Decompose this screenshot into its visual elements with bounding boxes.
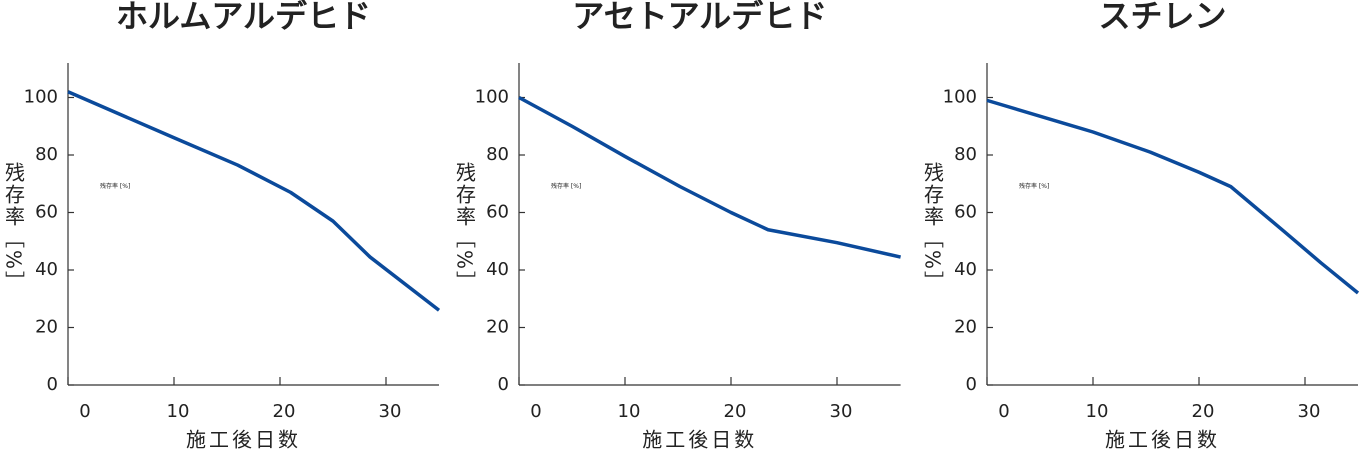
y-tick-label: 0 — [498, 374, 509, 395]
y-tick-label: 0 — [966, 374, 977, 395]
y-tick-label: 60 — [35, 202, 58, 223]
y-tick-label: 20 — [35, 317, 58, 338]
x-tick-label: 0 — [79, 401, 90, 422]
annotation: 残存率 [%] — [551, 182, 581, 190]
x-tick-label: 30 — [379, 401, 402, 422]
chart-title: ホルムアルデヒド — [116, 0, 371, 35]
y-tick-label: 0 — [47, 374, 58, 395]
y-tick-label: 40 — [486, 259, 509, 280]
x-tick-label: 20 — [273, 401, 296, 422]
x-tick-label: 20 — [1192, 401, 1215, 422]
line-series — [518, 95, 901, 259]
x-tick-label: 0 — [530, 401, 541, 422]
y-tick-label: 40 — [35, 259, 58, 280]
y-tick-label: 80 — [35, 144, 58, 165]
y-tick-label: 100 — [943, 87, 977, 108]
y-tick-label: 100 — [475, 87, 509, 108]
annotation: 残存率 [%] — [100, 182, 130, 190]
y-axis-label: 残存率［%］ — [453, 162, 477, 293]
y-tick-label: 60 — [486, 202, 509, 223]
y-tick-label: 60 — [954, 202, 977, 223]
line-series — [986, 98, 1360, 295]
x-tick-label: 30 — [830, 401, 853, 422]
x-tick-label: 10 — [1086, 401, 1109, 422]
y-axis-label: 残存率［%］ — [921, 162, 945, 293]
chart-title: アセトアルデヒド — [572, 0, 827, 35]
y-tick-label: 20 — [486, 317, 509, 338]
x-tick-label: 30 — [1298, 401, 1321, 422]
annotation: 残存率 [%] — [1019, 182, 1049, 190]
x-tick-label: 20 — [724, 401, 747, 422]
line-series — [67, 90, 441, 312]
chart-title: スチレン — [1098, 0, 1226, 35]
y-tick-label: 40 — [954, 259, 977, 280]
x-tick-label: 10 — [167, 401, 190, 422]
y-tick-label: 80 — [954, 144, 977, 165]
x-axis-label: 施工後日数 — [186, 428, 301, 452]
x-axis-label: 施工後日数 — [642, 428, 757, 452]
y-axis-label: 残存率［%］ — [2, 162, 26, 293]
x-axis-label: 施工後日数 — [1105, 428, 1220, 452]
y-tick-label: 100 — [24, 87, 58, 108]
x-tick-label: 10 — [618, 401, 641, 422]
x-tick-label: 0 — [998, 401, 1009, 422]
y-tick-label: 20 — [954, 317, 977, 338]
y-tick-label: 80 — [486, 144, 509, 165]
